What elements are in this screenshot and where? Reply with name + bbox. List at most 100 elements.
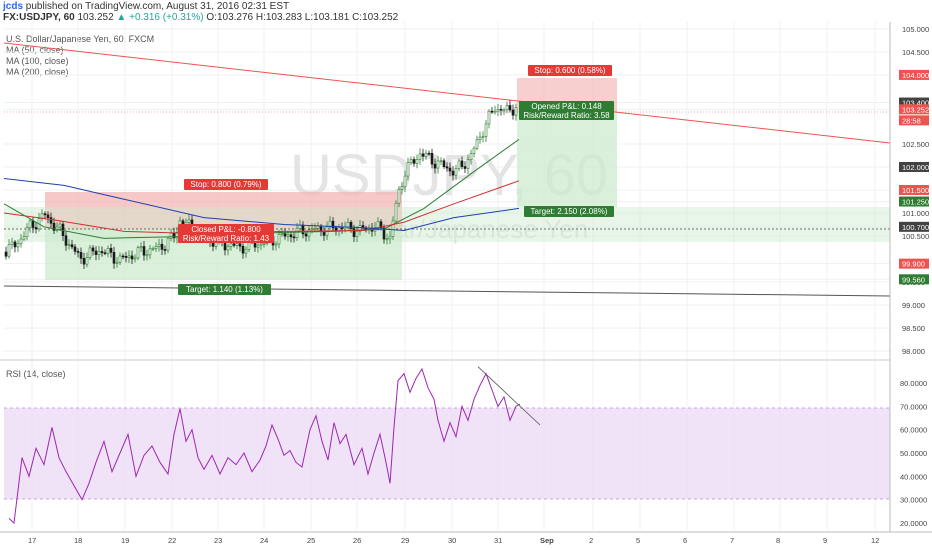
- candle-body: [139, 246, 143, 249]
- open-pnl-label-text: Risk/Reward Ratio: 3.58: [523, 111, 610, 120]
- rsi-trendline[interactable]: [477, 366, 541, 426]
- price-axis[interactable]: 105.000104.500102.500101.000100.50099.50…: [899, 25, 929, 356]
- price-label-badge: [899, 104, 929, 115]
- rsi-axis[interactable]: 80.0000 70.0000 60.0000 50.0000 40.0000 30.00…: [900, 379, 927, 528]
- price-label-badge: [899, 97, 929, 108]
- ma200-line[interactable]: [3, 177, 520, 232]
- price-tick-label: 105.000: [902, 25, 929, 34]
- candle-body: [499, 108, 503, 111]
- candle-body: [64, 235, 68, 246]
- rsi-legend[interactable]: RSI (14, close): [6, 369, 66, 379]
- chart-header: jcds published on TradingView.com, Augus…: [0, 0, 932, 23]
- price-label-text: 100.700: [902, 223, 929, 232]
- price-label-badge: [899, 274, 929, 285]
- candle-body: [58, 223, 62, 228]
- candle-body: [418, 153, 422, 160]
- candle-body: [46, 214, 50, 218]
- price-label-text: 99.900: [902, 260, 925, 269]
- candle-body: [493, 110, 497, 113]
- price-label-text: 28:58: [902, 116, 921, 125]
- price-label-badge: [899, 185, 929, 195]
- price-label-badge: [899, 69, 929, 80]
- ma50-line[interactable]: [3, 138, 520, 239]
- price-tick-label: 101.000: [902, 209, 929, 218]
- candle-body: [514, 107, 518, 116]
- candle-body: [124, 256, 128, 258]
- open-pnl-label-box: [519, 101, 614, 120]
- time-tick-label: 12: [871, 536, 879, 545]
- ma200-legend[interactable]: MA (200, close): [6, 67, 69, 77]
- candle-body: [421, 153, 425, 157]
- price-tick-label: 104.500: [902, 48, 929, 57]
- price-label-text: 99.560: [902, 275, 925, 284]
- price-tick-label: 102.500: [902, 140, 929, 149]
- price-tick-label: 98.000: [902, 347, 925, 356]
- candle-body: [163, 249, 167, 251]
- candle-body: [91, 247, 95, 252]
- open-stop-label[interactable]: Stop: 0.600 (0.58%): [528, 65, 612, 76]
- candle-body: [445, 166, 449, 169]
- ohlc-values: O:103.276 H:103.283 L:103.181 C:103.252: [206, 12, 399, 23]
- candle-body: [52, 222, 56, 231]
- time-tick-label: 31: [494, 536, 502, 545]
- candle-body: [400, 186, 404, 190]
- candle-body: [502, 109, 506, 112]
- candle-body: [379, 221, 383, 229]
- candle-body: [301, 224, 305, 235]
- publish-info: published on TradingView.com, August 31,…: [25, 1, 290, 12]
- candle-body: [157, 243, 161, 247]
- candle-body: [451, 170, 455, 176]
- candle-body: [241, 245, 245, 254]
- candle-body: [319, 225, 323, 232]
- rsi-band: [4, 408, 890, 499]
- candle-body: [187, 219, 191, 223]
- closed-target-label[interactable]: Target: 1.140 (1.13%): [178, 284, 271, 295]
- author-link[interactable]: jcds: [3, 1, 24, 12]
- ma100-legend[interactable]: MA (100, close): [6, 56, 69, 66]
- candle-body: [103, 252, 107, 255]
- candle-body: [457, 160, 461, 169]
- rsi-tick-label: 60.0000: [900, 426, 927, 435]
- rsi-line[interactable]: [8, 367, 521, 525]
- candle-body: [76, 251, 80, 253]
- candle-body: [28, 220, 32, 228]
- candle-body: [280, 233, 284, 235]
- candle-body: [460, 160, 464, 167]
- candle-body: [223, 241, 227, 251]
- resistance-trendline[interactable]: [3, 42, 891, 144]
- candle-body: [430, 153, 434, 165]
- ma100-line[interactable]: [3, 180, 520, 235]
- candle-body: [313, 228, 317, 230]
- candle-body: [100, 251, 104, 254]
- candle-body: [79, 252, 83, 259]
- time-tick-label: 7: [730, 536, 734, 545]
- candle-body: [469, 153, 473, 160]
- candle-body: [385, 238, 389, 241]
- ma50-legend[interactable]: MA (50, close): [6, 45, 64, 55]
- candle-body: [10, 241, 14, 245]
- rsi-tick-label: 70.0000: [900, 402, 927, 411]
- candle-body: [49, 217, 53, 224]
- symbol-label: FX:USDJPY, 60: [3, 12, 75, 23]
- rsi-tick-label: 80.0000: [900, 379, 927, 388]
- candle-body: [16, 243, 20, 248]
- price-label-text: 103.400: [902, 99, 929, 108]
- candle-body: [130, 255, 134, 260]
- time-tick-label: 29: [401, 536, 409, 545]
- closed-stop-label[interactable]: Stop: 0.800 (0.79%): [184, 179, 268, 190]
- open-target-label[interactable]: Target: 2.150 (2.08%): [524, 206, 614, 217]
- candle-body: [490, 110, 494, 113]
- candle-body: [478, 136, 482, 141]
- support-trendline[interactable]: [3, 285, 891, 297]
- open-stop-label-box: [528, 65, 612, 76]
- open-target-label-text: Target: 2.150 (2.08%): [531, 207, 608, 216]
- price-label-badge: [899, 115, 929, 126]
- candle-body: [508, 105, 512, 111]
- time-axis[interactable]: 17 18 19 22 23 24 25 26 29 30 31 Sep 2 5 6 7 8 9 12: [28, 536, 879, 545]
- candle-body: [439, 160, 443, 163]
- position-annotations[interactable]: Stop: 0.600 (0.58%) Opened P&L: 0.148Risk…: [178, 65, 614, 295]
- candle-body: [82, 258, 86, 265]
